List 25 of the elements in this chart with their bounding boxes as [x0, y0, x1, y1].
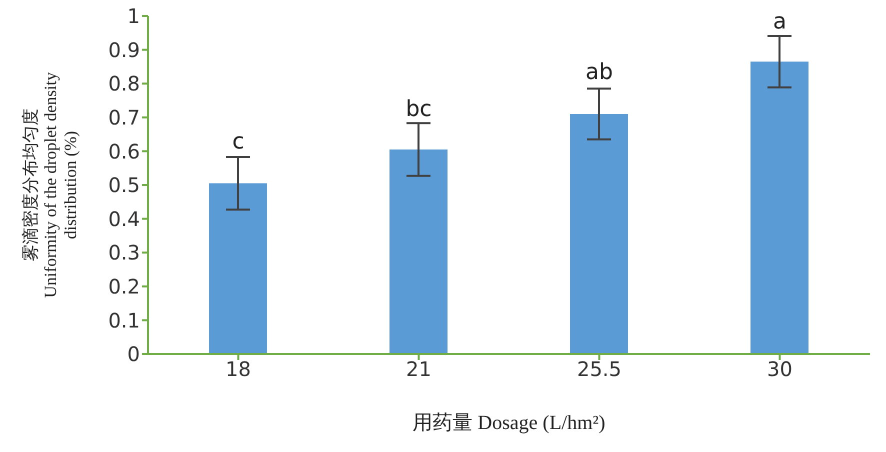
y-tick-label: 0.3 — [108, 240, 140, 265]
y-tick-label: 0.8 — [108, 72, 140, 96]
y-tick-label: 0.1 — [108, 308, 140, 332]
x-tick-label: 30 — [767, 357, 792, 382]
y-tick-label: 1 — [127, 4, 140, 28]
annotation: bc — [406, 97, 432, 122]
annotation: ab — [586, 60, 613, 85]
y-tick-label: 0.5 — [108, 173, 140, 198]
x-tick-label: 18 — [226, 357, 251, 382]
bar — [209, 183, 267, 354]
y-tick-label: 0.2 — [108, 274, 140, 298]
annotation: a — [773, 9, 786, 34]
y-tick-label: 0.9 — [108, 38, 140, 62]
bar — [390, 150, 448, 354]
x-axis-title: 用药量 Dosage (L/hm²) — [412, 412, 606, 434]
bar — [750, 62, 808, 354]
y-tick-label: 0.7 — [108, 106, 140, 130]
y-tick-label: 0 — [127, 342, 140, 366]
x-tick-label: 25.5 — [576, 357, 622, 382]
y-tick-label: 0.4 — [108, 206, 140, 231]
annotation: c — [232, 129, 244, 154]
bar — [570, 114, 628, 354]
y-axis-title: 雾滴密度分布均匀度 Uniformity of the droplet density distribution (%) — [21, 72, 80, 298]
y-tick-label: 0.6 — [108, 139, 140, 164]
x-tick-label: 21 — [406, 357, 432, 382]
